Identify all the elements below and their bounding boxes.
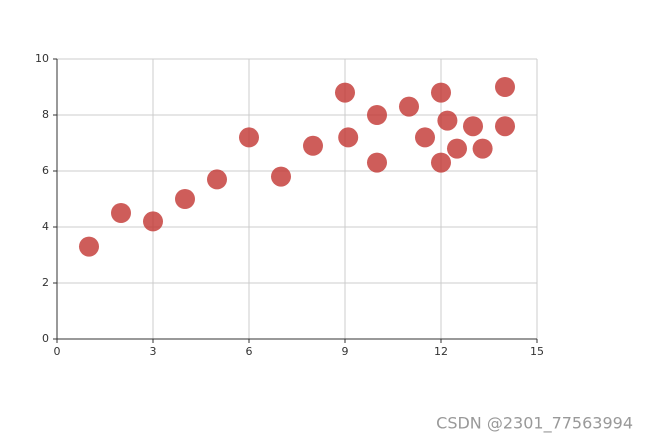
x-tick-label: 15: [530, 345, 544, 358]
x-tick-label: 3: [150, 345, 157, 358]
watermark: CSDN @2301_77563994: [436, 414, 633, 434]
y-tick-label: 8: [42, 108, 49, 121]
point: [338, 127, 359, 148]
point: [335, 82, 355, 103]
point: [495, 116, 515, 137]
point: [207, 169, 227, 190]
point: [79, 236, 99, 257]
point: [367, 105, 387, 125]
point: [399, 96, 419, 117]
x-tick-label: 6: [246, 345, 253, 358]
point: [495, 77, 515, 97]
y-tick-label: 10: [35, 52, 49, 65]
y-tick-label: 4: [42, 220, 49, 233]
point: [239, 127, 259, 148]
point: [415, 127, 435, 148]
point: [431, 152, 451, 173]
point: [175, 189, 195, 209]
point: [367, 152, 387, 173]
y-tick-label: 2: [42, 276, 49, 289]
x-tick-label: 9: [342, 345, 349, 358]
point: [472, 138, 493, 159]
point: [271, 166, 291, 187]
point: [143, 211, 163, 232]
point: [431, 82, 451, 103]
point: [447, 138, 467, 159]
point: [303, 135, 323, 156]
y-tick-label: 6: [42, 164, 49, 177]
point: [463, 116, 483, 137]
x-tick-label: 12: [434, 345, 448, 358]
y-tick-label: 0: [42, 332, 49, 345]
point: [437, 110, 458, 131]
x-tick-label: 0: [54, 345, 61, 358]
point: [111, 203, 131, 223]
